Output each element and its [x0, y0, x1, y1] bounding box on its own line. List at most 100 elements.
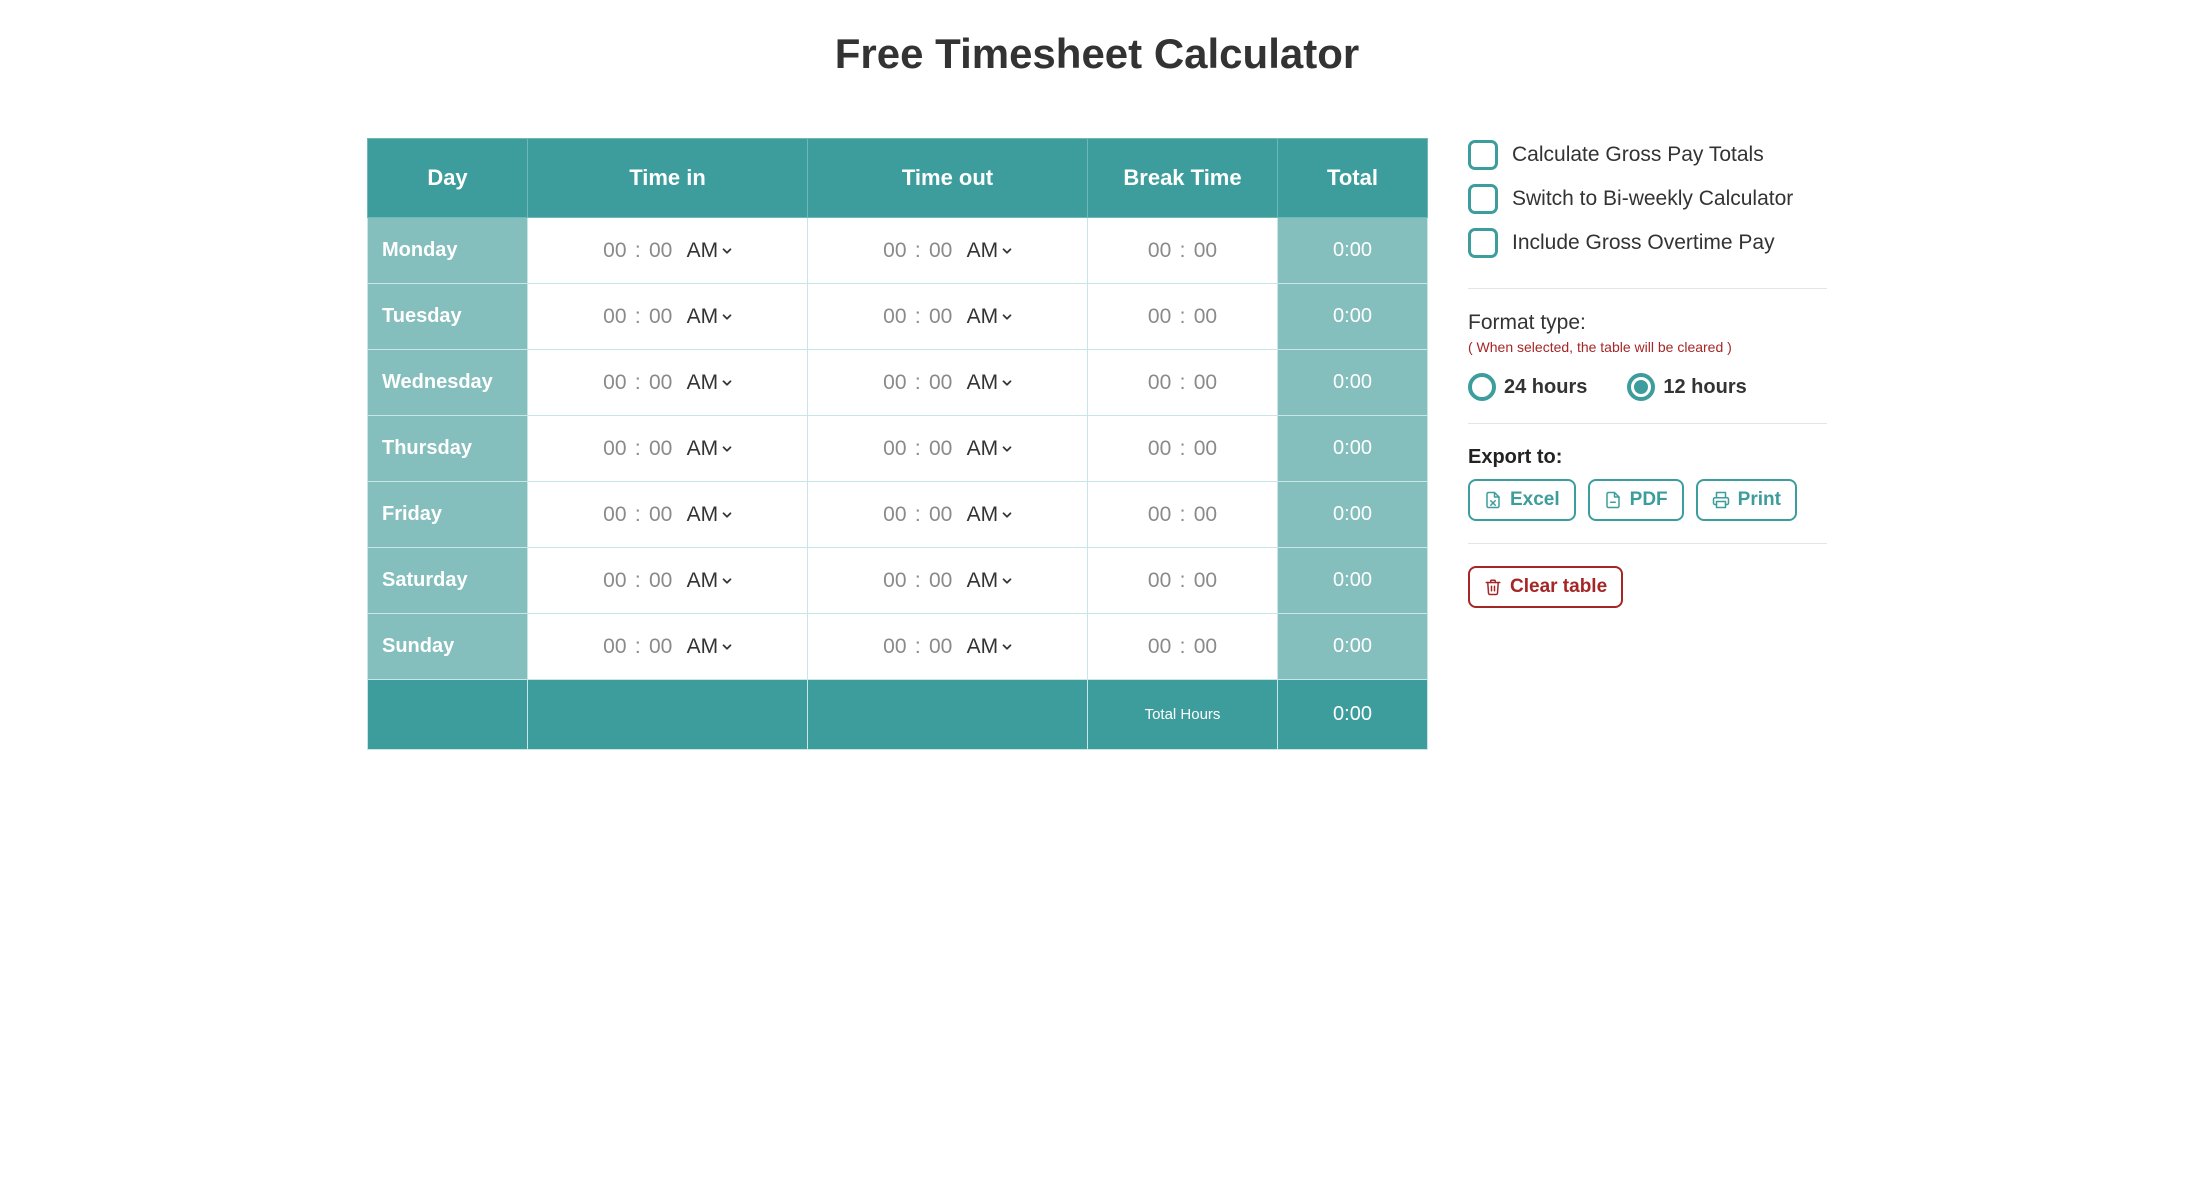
time-out-minute[interactable]: 00	[927, 569, 955, 593]
footer-empty	[368, 680, 528, 750]
time-in-ampm-select[interactable]: AM	[687, 569, 735, 593]
time-out-hour[interactable]: 00	[881, 239, 909, 263]
format-radio-item[interactable]: 24 hours	[1468, 373, 1587, 401]
timesheet-table-wrap: Day Time in Time out Break Time Total Mo…	[367, 138, 1428, 750]
break-cell: 00:00	[1088, 218, 1278, 284]
break-hour[interactable]: 00	[1146, 635, 1174, 659]
time-out-ampm-select[interactable]: AM	[967, 569, 1015, 593]
time-out-minute[interactable]: 00	[927, 635, 955, 659]
time-out-ampm-select[interactable]: AM	[967, 635, 1015, 659]
time-out-hour[interactable]: 00	[881, 437, 909, 461]
chevron-down-icon	[1000, 376, 1014, 390]
chevron-down-icon	[720, 640, 734, 654]
time-out-hour[interactable]: 00	[881, 305, 909, 329]
break-minute[interactable]: 00	[1191, 503, 1219, 527]
break-cell: 00:00	[1088, 350, 1278, 416]
time-out-minute[interactable]: 00	[927, 503, 955, 527]
time-out-ampm-select[interactable]: AM	[967, 305, 1015, 329]
time-in-hour[interactable]: 00	[601, 371, 629, 395]
format-radio-label: 12 hours	[1663, 376, 1746, 399]
break-minute[interactable]: 00	[1191, 437, 1219, 461]
time-in-hour[interactable]: 00	[601, 569, 629, 593]
break-hour[interactable]: 00	[1146, 239, 1174, 263]
time-in-minute[interactable]: 00	[647, 305, 675, 329]
format-type-warning: ( When selected, the table will be clear…	[1468, 339, 1827, 355]
break-minute[interactable]: 00	[1191, 635, 1219, 659]
time-out-cell: 00:00AM	[808, 284, 1088, 350]
break-hour[interactable]: 00	[1146, 569, 1174, 593]
option-checkbox-item[interactable]: Include Gross Overtime Pay	[1468, 228, 1827, 258]
clear-table-button[interactable]: Clear table	[1468, 566, 1623, 608]
day-cell: Tuesday	[368, 284, 528, 350]
time-out-minute[interactable]: 00	[927, 305, 955, 329]
checkbox-icon	[1468, 228, 1498, 258]
break-minute[interactable]: 00	[1191, 305, 1219, 329]
break-cell: 00:00	[1088, 482, 1278, 548]
export-print-button[interactable]: Print	[1696, 479, 1797, 521]
time-in-ampm-select[interactable]: AM	[687, 371, 735, 395]
time-out-minute[interactable]: 00	[927, 437, 955, 461]
time-in-minute[interactable]: 00	[647, 503, 675, 527]
col-header-day: Day	[368, 139, 528, 218]
colon: :	[915, 503, 921, 527]
time-in-ampm-select[interactable]: AM	[687, 503, 735, 527]
break-minute[interactable]: 00	[1191, 239, 1219, 263]
export-pdf-button[interactable]: PDF	[1588, 479, 1684, 521]
break-minute[interactable]: 00	[1191, 569, 1219, 593]
time-in-minute[interactable]: 00	[647, 635, 675, 659]
time-out-ampm-select[interactable]: AM	[967, 371, 1015, 395]
break-cell: 00:00	[1088, 284, 1278, 350]
table-row: Monday00:00AM00:00AM00:000:00	[368, 218, 1428, 284]
colon: :	[1180, 635, 1186, 659]
time-in-ampm-select[interactable]: AM	[687, 635, 735, 659]
time-out-hour[interactable]: 00	[881, 635, 909, 659]
time-in-minute[interactable]: 00	[647, 239, 675, 263]
time-out-ampm-select[interactable]: AM	[967, 239, 1015, 263]
chevron-down-icon	[1000, 442, 1014, 456]
page-title: Free Timesheet Calculator	[367, 30, 1827, 78]
time-in-ampm-select[interactable]: AM	[687, 437, 735, 461]
time-out-minute[interactable]: 00	[927, 239, 955, 263]
colon: :	[915, 371, 921, 395]
time-in-hour[interactable]: 00	[601, 305, 629, 329]
table-row: Sunday00:00AM00:00AM00:000:00	[368, 614, 1428, 680]
time-out-minute[interactable]: 00	[927, 371, 955, 395]
break-minute[interactable]: 00	[1191, 371, 1219, 395]
time-out-hour[interactable]: 00	[881, 371, 909, 395]
sidebar: Calculate Gross Pay Totals Switch to Bi-w…	[1468, 138, 1827, 608]
time-in-hour[interactable]: 00	[601, 239, 629, 263]
day-cell: Sunday	[368, 614, 528, 680]
time-in-minute[interactable]: 00	[647, 371, 675, 395]
export-button-label: Excel	[1510, 489, 1560, 511]
time-in-hour[interactable]: 00	[601, 437, 629, 461]
time-out-hour[interactable]: 00	[881, 503, 909, 527]
export-excel-button[interactable]: Excel	[1468, 479, 1576, 521]
time-in-hour[interactable]: 00	[601, 635, 629, 659]
time-in-minute[interactable]: 00	[647, 437, 675, 461]
break-hour[interactable]: 00	[1146, 503, 1174, 527]
option-checkbox-item[interactable]: Switch to Bi-weekly Calculator	[1468, 184, 1827, 214]
break-hour[interactable]: 00	[1146, 305, 1174, 329]
time-out-ampm-select[interactable]: AM	[967, 437, 1015, 461]
table-footer-row: Total Hours 0:00	[368, 680, 1428, 750]
break-hour[interactable]: 00	[1146, 437, 1174, 461]
option-checkbox-item[interactable]: Calculate Gross Pay Totals	[1468, 140, 1827, 170]
time-in-minute[interactable]: 00	[647, 569, 675, 593]
col-header-timeout: Time out	[808, 139, 1088, 218]
colon: :	[1180, 437, 1186, 461]
time-in-ampm-select[interactable]: AM	[687, 239, 735, 263]
time-out-cell: 00:00 AM	[808, 350, 1088, 416]
format-radio-item[interactable]: 12 hours	[1627, 373, 1746, 401]
break-hour[interactable]: 00	[1146, 371, 1174, 395]
time-out-cell: 00:00AM	[808, 416, 1088, 482]
table-row: Wednesday00:00AM00:00AM00:000:00	[368, 350, 1428, 416]
col-header-break: Break Time	[1088, 139, 1278, 218]
time-in-ampm-select[interactable]: AM	[687, 305, 735, 329]
checkbox-icon	[1468, 140, 1498, 170]
time-out-ampm-select[interactable]: AM	[967, 503, 1015, 527]
row-total-cell: 0:00	[1278, 614, 1428, 680]
time-out-hour[interactable]: 00	[881, 569, 909, 593]
divider	[1468, 288, 1827, 289]
time-in-hour[interactable]: 00	[601, 503, 629, 527]
time-in-cell: 00:00AM	[528, 548, 808, 614]
